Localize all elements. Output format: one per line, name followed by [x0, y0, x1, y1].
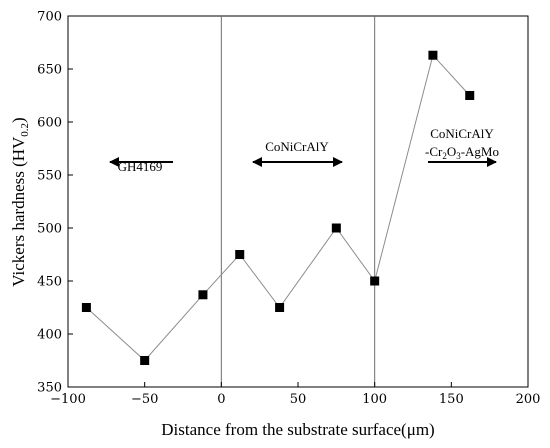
x-tick-label: 0: [217, 392, 225, 407]
x-tick-label: 200: [516, 392, 541, 407]
y-tick-label: 650: [37, 63, 62, 78]
data-point: [331, 223, 341, 233]
annotation-topcoat-line1: CoNiCrAlY: [430, 126, 494, 141]
y-tick-label: 700: [37, 10, 62, 25]
x-tick-label: 100: [362, 392, 387, 407]
data-point: [275, 303, 285, 312]
y-tick-label: 600: [37, 116, 62, 131]
annotation-bondcoat: CoNiCrAlY: [265, 139, 329, 154]
y-tick-label: 400: [37, 328, 62, 343]
y-axis-title: Vickers hardness (HV0.2): [9, 117, 31, 286]
data-point: [370, 276, 380, 286]
data-point: [198, 290, 208, 300]
data-point: [428, 50, 438, 60]
y-axis-ticks: 350 400 450 500 550 600 650 700: [37, 10, 73, 396]
plot-frame: [67, 15, 529, 388]
y-tick-label: 550: [37, 169, 62, 184]
y-tick-label: 350: [37, 381, 62, 396]
series-line: [86, 54, 471, 362]
x-tick-label: −100: [50, 392, 86, 407]
x-tick-label: 50: [290, 392, 307, 407]
data-point: [465, 91, 475, 100]
y-tick-label: 450: [37, 275, 62, 290]
x-tick-label: 150: [439, 392, 464, 407]
y-tick-label: 500: [37, 222, 62, 237]
x-axis-title: Distance from the substrate surface(μm): [161, 420, 434, 439]
data-point: [81, 303, 91, 312]
x-tick-label: −50: [131, 392, 158, 407]
x-axis-ticks: −100 −50 0 50 100 150 200: [50, 382, 540, 407]
annotation-topcoat-line2: -Cr2O3-AgMo: [425, 144, 499, 161]
data-point: [235, 250, 245, 259]
data-markers: [81, 50, 475, 365]
data-point: [140, 356, 150, 365]
